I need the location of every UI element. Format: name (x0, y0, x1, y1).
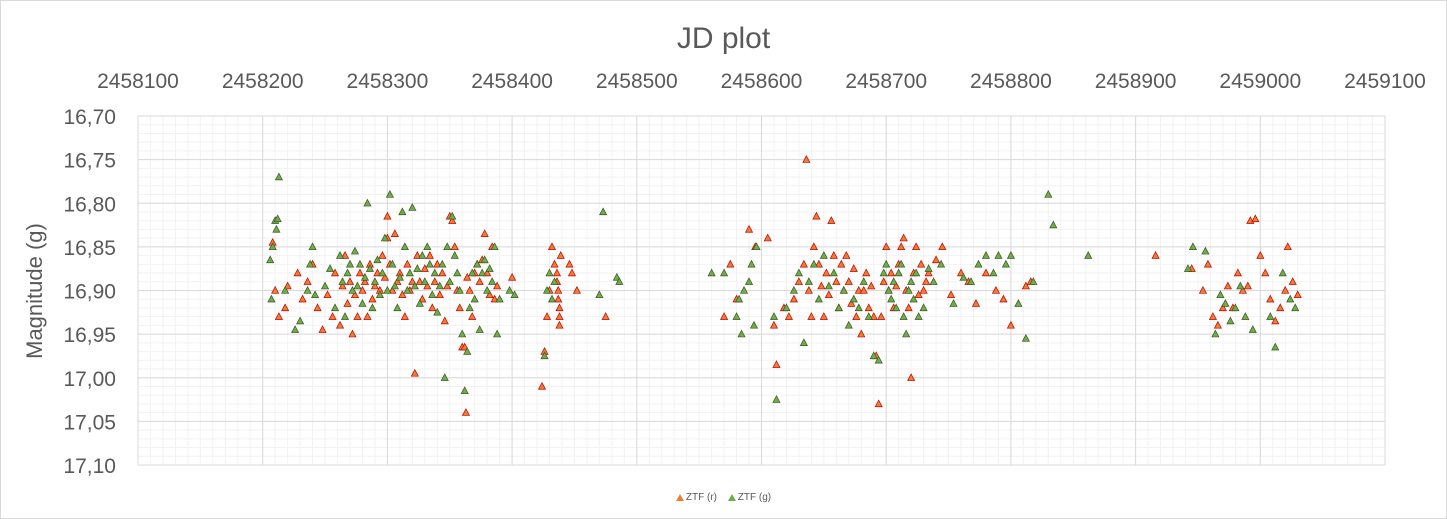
data-point (825, 282, 832, 289)
legend-item-ztf-r: ZTF (r) (676, 492, 717, 503)
data-point (813, 213, 820, 220)
data-point (297, 317, 304, 324)
y-axis-ticks: 16,70 16,75 16,80 16,85 16,90 16,95 17,00 17,05… (63, 106, 116, 478)
data-point (471, 295, 478, 302)
x-tick-label: 2459000 (1219, 70, 1301, 93)
data-point (888, 295, 895, 302)
data-point (800, 339, 807, 346)
y-tick-label: 16,80 (63, 193, 116, 216)
y-tick-label: 16,95 (63, 324, 116, 347)
data-point (1227, 317, 1234, 324)
data-point (950, 300, 957, 307)
data-point (850, 295, 857, 302)
data-point (1244, 282, 1251, 289)
y-tick-label: 16,75 (63, 150, 116, 173)
data-point (409, 204, 416, 211)
data-point (1050, 221, 1057, 228)
x-tick-label: 2458200 (222, 70, 304, 93)
y-tick-label: 17,00 (63, 368, 116, 391)
x-tick-label: 2458800 (970, 70, 1052, 93)
data-point (555, 295, 562, 302)
data-point (1015, 300, 1022, 307)
data-point (1237, 282, 1244, 289)
data-point (322, 282, 329, 289)
x-tick-label: 2458900 (1095, 70, 1177, 93)
data-point (327, 265, 334, 272)
data-point (825, 291, 832, 298)
data-point (850, 265, 857, 272)
x-tick-label: 2458600 (721, 70, 803, 93)
x-axis-ticks: 2458100 2458200 2458300 2458400 2458500 24586… (97, 70, 1426, 93)
data-point (384, 213, 391, 220)
y-axis-label: Magnitude (g) (22, 223, 47, 359)
data-point (1000, 295, 1007, 302)
legend-marker-ztf-g (728, 494, 736, 501)
grid (138, 116, 1385, 465)
x-tick-label: 2458100 (97, 70, 179, 93)
data-point (1224, 282, 1231, 289)
data-point (1294, 291, 1301, 298)
data-point (815, 295, 822, 302)
data-point (790, 295, 797, 302)
data-point (441, 317, 448, 324)
legend-marker-ztf-r (676, 494, 684, 501)
data-point (539, 383, 546, 390)
data-point (476, 326, 483, 333)
data-point (292, 326, 299, 333)
y-tick-label: 16,85 (63, 237, 116, 260)
data-point (925, 265, 932, 272)
data-point (391, 230, 398, 237)
data-point (509, 274, 516, 281)
y-tick-label: 16,70 (63, 106, 116, 129)
y-tick-label: 16,90 (63, 281, 116, 304)
y-tick-label: 17,10 (63, 455, 116, 478)
y-tick-label: 17,05 (63, 411, 116, 434)
data-point (351, 247, 358, 254)
legend-item-ztf-g: ZTF (g) (728, 492, 771, 503)
x-tick-label: 2459100 (1344, 70, 1426, 93)
legend-label-ztf-r: ZTF (r) (686, 492, 717, 503)
x-tick-label: 2458400 (471, 70, 553, 93)
data-point (354, 282, 361, 289)
data-point (1252, 215, 1259, 222)
data-point (496, 295, 503, 302)
data-point (268, 295, 275, 302)
x-tick-label: 2458300 (347, 70, 429, 93)
data-point (596, 291, 603, 298)
data-point (1287, 295, 1294, 302)
legend: ZTF (r) ZTF (g) (0, 492, 1447, 503)
data-point (429, 291, 436, 298)
x-tick-label: 2458700 (845, 70, 927, 93)
data-point (267, 256, 274, 263)
data-point (933, 256, 940, 263)
series-ztf-g (267, 173, 1299, 402)
data-point (414, 265, 421, 272)
legend-label-ztf-g: ZTF (g) (738, 492, 771, 503)
data-point (1249, 326, 1256, 333)
x-tick-label: 2458500 (596, 70, 678, 93)
data-point (359, 300, 366, 307)
data-point (1202, 247, 1209, 254)
